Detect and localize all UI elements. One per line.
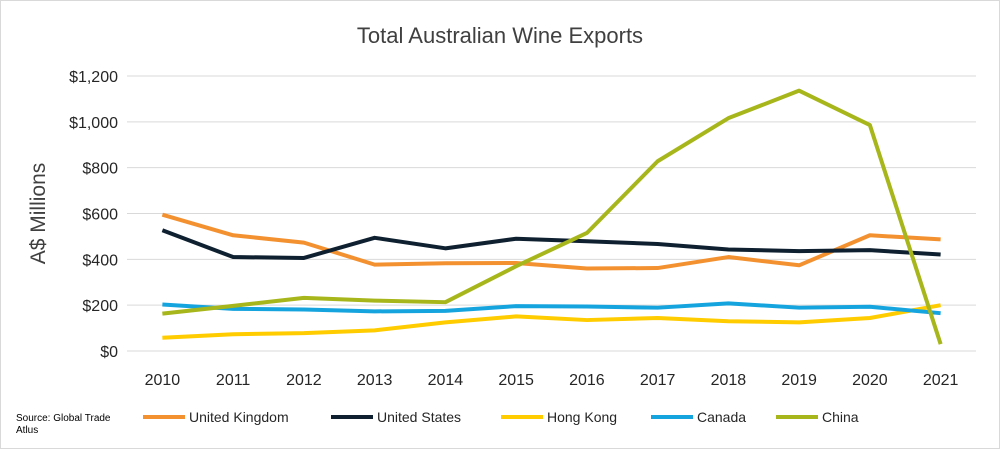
y-tick-label: $1,000 (69, 115, 118, 132)
x-tick-label: 2020 (852, 372, 888, 389)
y-tick-label: $200 (82, 298, 118, 315)
series-hong-kong (162, 303, 941, 340)
series-line (161, 228, 941, 260)
x-tick-label: 2021 (923, 372, 959, 389)
series-united-kingdom (161, 212, 941, 271)
source-note: Source: Global Trade Atlus (16, 413, 111, 436)
y-tick-label: $600 (82, 207, 118, 224)
x-tick-label: 2014 (428, 372, 464, 389)
series-canada (162, 301, 941, 316)
x-tick-label: 2013 (357, 372, 393, 389)
y-tick-label: $800 (82, 161, 118, 178)
y-tick-label: $0 (100, 344, 118, 361)
series-line (162, 301, 941, 316)
legend-label: China (822, 409, 859, 425)
legend-item: Hong Kong (501, 409, 617, 425)
legend-item: Canada (651, 409, 746, 425)
legend-label: Hong Kong (547, 409, 617, 425)
series-line (162, 303, 941, 340)
series-china (162, 88, 943, 345)
series-united-states (161, 228, 941, 260)
legend-label: Canada (697, 409, 746, 425)
x-tick-label: 2016 (569, 372, 605, 389)
x-tick-label: 2010 (145, 372, 181, 389)
series-line (161, 212, 941, 271)
x-tick-label: 2018 (711, 372, 747, 389)
y-tick-label: $400 (82, 252, 118, 269)
x-tick-label: 2012 (286, 372, 322, 389)
y-axis-label: A$ Millions (27, 163, 50, 265)
legend-item: United States (331, 409, 461, 425)
x-tick-label: 2015 (498, 372, 534, 389)
y-tick-label: $1,200 (69, 69, 118, 86)
x-tick-label: 2019 (781, 372, 817, 389)
x-tick-label: 2011 (216, 372, 251, 389)
series-line (162, 88, 943, 345)
x-tick-label: 2017 (640, 372, 676, 389)
legend-item: China (776, 409, 859, 425)
legend-label: United States (377, 409, 461, 425)
chart-title: Total Australian Wine Exports (357, 23, 643, 48)
legend-label: United Kingdom (189, 409, 289, 425)
legend-item: United Kingdom (143, 409, 289, 425)
